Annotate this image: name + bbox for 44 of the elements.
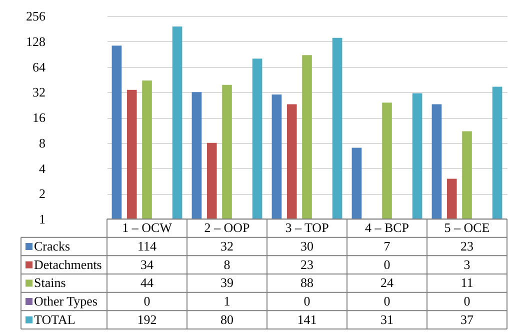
data-label: 34	[140, 256, 154, 272]
text: 1	[224, 294, 230, 308]
y-tick-label: 64	[32, 59, 46, 74]
y-tick-label: 128	[26, 34, 46, 49]
x-tick-label: 3 – TOP	[285, 220, 329, 236]
y-tick-label: 4	[39, 160, 46, 176]
y-tick-label: 1	[39, 212, 46, 226]
data-label: 23	[460, 238, 474, 254]
data-label: 8	[224, 256, 230, 272]
text: 0	[464, 294, 470, 308]
text: 0	[384, 294, 390, 308]
data-label: 31	[380, 312, 394, 327]
y-tick-label: 16	[32, 110, 46, 125]
x-tick-label: 2 – OOP	[204, 220, 250, 236]
data-label: 30	[300, 238, 314, 254]
data-label: 37	[460, 312, 474, 327]
legend-label: TOTAL	[34, 312, 76, 327]
text: 0	[304, 294, 310, 308]
data-label: 3	[464, 256, 470, 272]
data-label: 11	[460, 275, 474, 290]
data-label: 80	[220, 312, 234, 327]
data-label: 44	[140, 275, 154, 290]
y-tick-label: 32	[32, 84, 46, 100]
text: 0	[384, 256, 390, 272]
x-tick-label: 1 – OCW	[122, 220, 173, 236]
data-label: 114	[137, 238, 157, 254]
legend-label: Other Types	[34, 294, 98, 308]
data-label: 141	[297, 312, 317, 327]
data-label: 7	[384, 238, 391, 254]
legend-label: Detachments	[34, 256, 102, 272]
y-tick-label: 2	[39, 186, 46, 202]
data-label: 39	[220, 275, 234, 290]
legend-label: Cracks	[34, 238, 70, 254]
data-label: 192	[137, 312, 157, 327]
data-label: 32	[220, 238, 234, 254]
y-tick-label: 256	[26, 8, 46, 24]
x-tick-label: 5 – OCE	[444, 220, 490, 236]
data-label: 23	[300, 256, 314, 272]
data-label: 24	[380, 275, 394, 290]
legend-label: Stains	[34, 275, 66, 290]
x-tick-label: 4 – BCP	[364, 220, 410, 236]
y-tick-label: 8	[39, 135, 46, 150]
data-label: 88	[300, 275, 314, 290]
text: 0	[144, 294, 150, 308]
